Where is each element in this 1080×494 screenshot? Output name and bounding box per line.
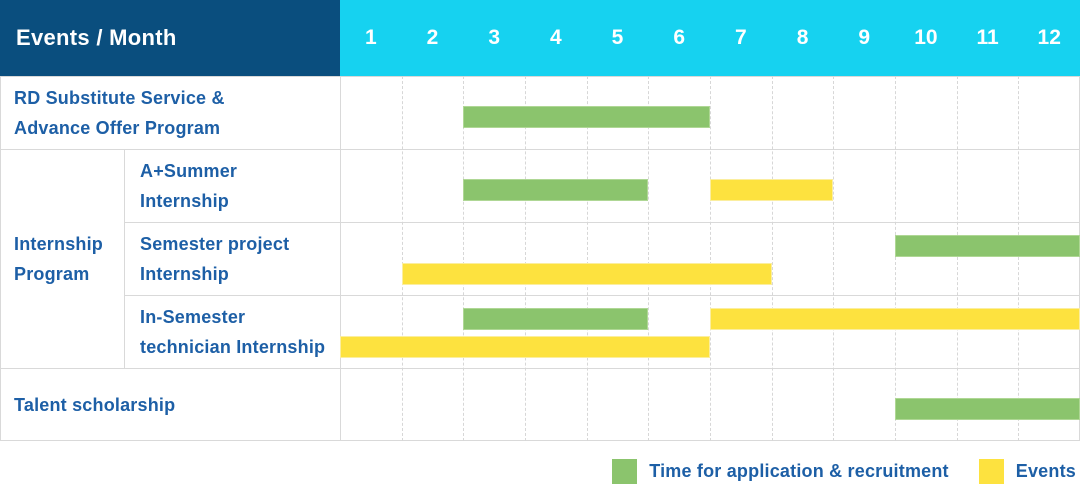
month-header-4: 4 <box>550 26 562 49</box>
gantt-bar-green-in-semester-technician-internship <box>463 308 649 330</box>
month-gridline-6 <box>710 76 711 441</box>
row-divider-3 <box>124 295 1080 296</box>
group-label-internship-program-text: Internship <box>14 233 104 254</box>
month-gridline-2 <box>463 76 465 441</box>
row-label-talent-scholarship: Talent scholarship <box>0 368 340 441</box>
month-header-11: 11 <box>976 26 999 49</box>
row-label-a-plus-summer-internship: A+Summer Internship <box>124 149 340 222</box>
row-label-rd-substitute-service-text: RD Substitute Service & <box>14 87 225 108</box>
row-label-in-semester-technician-internship: In-Semester technician Internship <box>124 295 340 368</box>
row-label-semester-project-internship-text: Semester project <box>140 233 290 254</box>
row-divider-2 <box>124 222 1080 223</box>
month-gridline-11 <box>1018 76 1020 441</box>
page-title: Events / Month <box>16 25 177 50</box>
month-header-3: 3 <box>488 26 501 49</box>
month-header-8: 8 <box>796 26 809 49</box>
month-gridline-9 <box>895 76 896 441</box>
gantt-bar-green-rd-substitute-service <box>463 106 710 128</box>
row-label-in-semester-technician-internship-text: In-Semester <box>140 306 246 327</box>
row-label-semester-project-internship-text: Internship <box>140 263 230 284</box>
legend-label-1: Time for application & recruitment <box>649 460 949 481</box>
month-gridline-7 <box>771 76 773 441</box>
row-label-a-plus-summer-internship-text: A+Summer <box>140 160 238 181</box>
legend-swatch-yellow <box>978 458 1004 484</box>
row-label-a-plus-summer-internship-text: Internship <box>140 190 230 211</box>
legend-item-1: Time for application & recruitment <box>612 458 949 484</box>
row-label-rd-substitute-service: RD Substitute Service & Advance Offer Pro… <box>0 76 340 149</box>
row-label-in-semester-technician-internship-text: technician Internship <box>140 336 326 357</box>
gantt-bar-green-a-plus-summer-internship <box>463 179 649 201</box>
row-label-rd-substitute-service-text: Advance Offer Program <box>14 117 221 138</box>
label-grid-divider <box>340 76 341 441</box>
month-gridline-4 <box>586 76 588 441</box>
row-label-talent-scholarship-text: Talent scholarship <box>14 394 176 415</box>
group-label-internship-program-text: Program <box>14 263 90 284</box>
gantt-bar-yellow-in-semester-technician-internship <box>710 308 1080 330</box>
legend: Time for application & recruitment Events <box>612 456 1076 486</box>
gantt-bar-green-talent-scholarship <box>895 398 1080 420</box>
month-gridline-10 <box>956 76 958 441</box>
gantt-bar-yellow-semester-project-internship <box>401 263 772 285</box>
month-header-2: 2 <box>426 26 439 49</box>
row-divider-4 <box>0 368 1080 369</box>
legend-item-2: Events <box>978 458 1076 484</box>
legend-swatch-green <box>612 458 638 484</box>
row-divider-1 <box>0 149 1080 150</box>
month-header-1: 1 <box>364 26 377 49</box>
month-header-6: 6 <box>673 26 686 49</box>
month-gridline-5 <box>648 76 650 441</box>
month-gridline-3 <box>525 76 526 441</box>
month-header-12: 12 <box>1037 26 1061 49</box>
gantt-bar-yellow-a-plus-summer-internship <box>710 179 834 201</box>
legend-label-2: Events <box>1015 460 1076 481</box>
month-gridline-1 <box>401 76 403 441</box>
gantt-bar-green-semester-project-internship <box>895 235 1080 257</box>
month-header-7: 7 <box>735 26 747 49</box>
row-label-semester-project-internship: Semester project Internship <box>124 222 340 295</box>
group-sublabel-divider <box>124 149 125 368</box>
month-header-row: 1 2 3 4 5 6 7 8 9 10 11 12 <box>340 0 1080 76</box>
group-label-internship-program: Internship Program <box>0 149 124 368</box>
month-header-10: 10 <box>914 26 938 49</box>
month-header-9: 9 <box>858 26 871 49</box>
month-gridline-8 <box>833 76 835 441</box>
gantt-bar-yellow-in-semester-technician-internship <box>340 336 710 358</box>
header-title-cell: Events / Month <box>0 0 340 76</box>
month-header-5: 5 <box>611 26 624 49</box>
